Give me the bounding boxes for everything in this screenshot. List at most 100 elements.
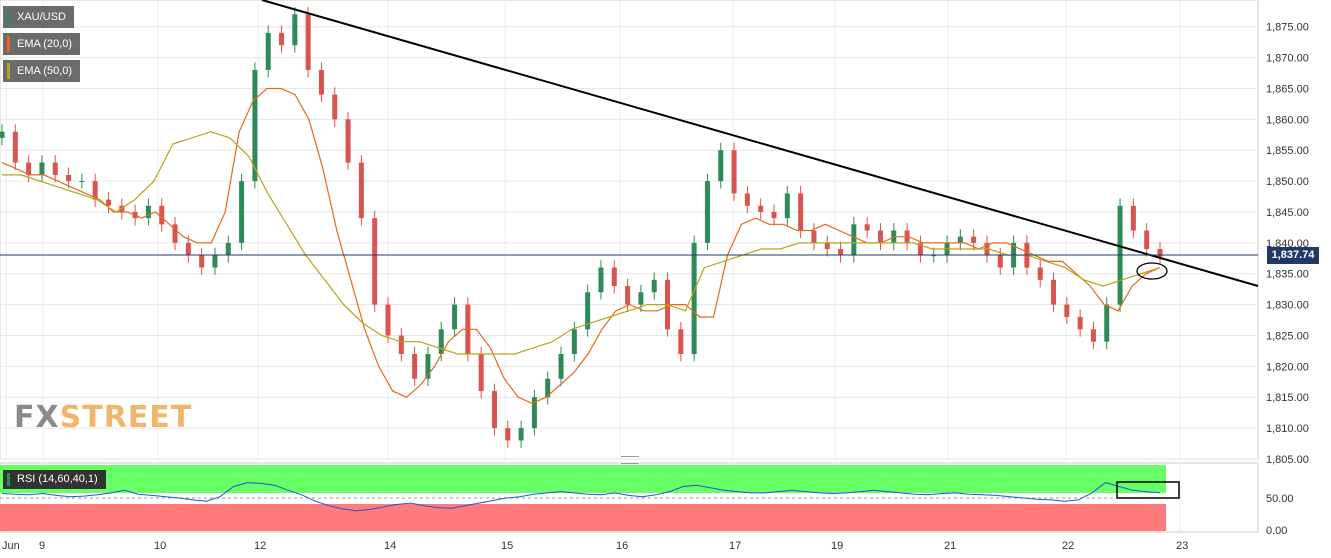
rsi-legend[interactable]: RSI (14,60,40,1) <box>3 470 106 489</box>
watermark-fx: FX <box>14 400 60 435</box>
candle-body <box>318 69 324 95</box>
ema-50-line <box>2 131 1161 355</box>
x-tick-label: 10 <box>154 540 166 552</box>
candle-body <box>625 286 631 305</box>
trendline <box>261 0 1259 287</box>
legend-ema20[interactable]: EMA (20,0) <box>3 33 81 55</box>
candle-body <box>957 236 963 243</box>
candle-body <box>252 69 258 182</box>
legend-ema20-label: EMA (20,0) <box>17 38 73 50</box>
rsi-legend-label: RSI (14,60,40,1) <box>17 473 98 485</box>
candle-body <box>997 255 1003 268</box>
candle-body <box>784 193 790 219</box>
rsi-swatch <box>7 473 10 486</box>
x-tick-label: 21 <box>944 540 956 552</box>
watermark-street: STREET <box>59 400 193 435</box>
candle-body <box>26 162 32 175</box>
candle-body <box>119 205 125 212</box>
y-tick-label: 1,810.00 <box>1266 423 1309 435</box>
legend-ema50-label: EMA (50,0) <box>17 65 73 77</box>
candle-body <box>145 205 151 219</box>
x-tick-label: 17 <box>729 540 741 552</box>
candle-body <box>385 304 391 336</box>
current-price-tag: 1,837.74 <box>1267 247 1319 264</box>
candle-body <box>372 218 378 305</box>
ema20-swatch <box>7 36 10 52</box>
candle-body <box>491 391 497 429</box>
candle-body <box>877 230 883 243</box>
candle-body <box>824 242 830 250</box>
candle-body <box>545 378 551 398</box>
candle-body <box>265 32 271 70</box>
candle-body <box>66 174 72 182</box>
candle-body <box>718 150 724 182</box>
y-tick-label: 1,830.00 <box>1266 300 1309 312</box>
x-tick-label: 19 <box>831 540 843 552</box>
y-tick-label: 1,865.00 <box>1266 83 1309 95</box>
candle-body <box>731 150 737 194</box>
legend-ema50[interactable]: EMA (50,0) <box>3 60 81 82</box>
candle-body <box>771 211 777 219</box>
candle-body <box>518 428 524 441</box>
candle-body <box>345 119 351 163</box>
candle-body <box>1144 230 1150 250</box>
candle-body <box>798 193 804 231</box>
rsi-tick-label: 50.00 <box>1266 493 1294 505</box>
candle-body <box>1051 279 1057 305</box>
candle-body <box>1090 329 1096 342</box>
candle-body <box>864 224 870 231</box>
candle-body <box>744 193 750 206</box>
candle-body <box>678 329 684 355</box>
candle-body <box>931 255 937 257</box>
candle-body <box>0 131 5 138</box>
rsi-line <box>1 482 1161 512</box>
candle-body <box>531 397 537 429</box>
symbol-swatch <box>7 9 10 25</box>
candle-body <box>239 181 245 243</box>
y-tick-label: 1,815.00 <box>1266 392 1309 404</box>
plot-border <box>0 0 1259 460</box>
candle-body <box>1037 267 1043 280</box>
candle-body <box>79 181 85 183</box>
rsi-highlight-box <box>1116 481 1180 499</box>
x-tick-label: 16 <box>616 540 628 552</box>
candle-body <box>225 242 231 256</box>
candle-body <box>758 205 764 212</box>
highlight-ellipse <box>1136 262 1168 280</box>
candle-body <box>811 230 817 243</box>
candle-body <box>838 249 844 256</box>
y-tick-label: 1,845.00 <box>1266 207 1309 219</box>
pane-splitter-handle[interactable] <box>621 456 639 464</box>
candle-body <box>332 94 338 120</box>
candle-body <box>39 162 45 175</box>
candle-body <box>292 14 298 46</box>
candle-body <box>279 32 285 46</box>
candle-body <box>185 242 191 256</box>
candle-body <box>917 242 923 256</box>
ema50-swatch <box>7 63 10 79</box>
legend-symbol[interactable]: XAU/USD <box>3 6 74 28</box>
candle-body <box>412 354 418 379</box>
legend-symbol-label: XAU/USD <box>17 11 66 23</box>
y-tick-label: 1,875.00 <box>1266 22 1309 34</box>
candle-body <box>558 354 564 379</box>
candle-body <box>478 354 484 392</box>
fxstreet-watermark: FXSTREET <box>14 400 192 435</box>
candle-body <box>199 255 205 268</box>
x-tick-label: 23 <box>1176 540 1188 552</box>
candle-body <box>571 329 577 355</box>
x-tick-label: 14 <box>384 540 396 552</box>
y-tick-label: 1,825.00 <box>1266 330 1309 342</box>
candle-body <box>438 329 444 355</box>
y-tick-label: 1,870.00 <box>1266 53 1309 65</box>
candle-body <box>1077 316 1083 330</box>
candle-body <box>851 224 857 256</box>
candle-body <box>159 205 165 225</box>
x-tick-label: 12 <box>254 540 266 552</box>
candle-body <box>92 181 98 200</box>
y-tick-label: 1,820.00 <box>1266 361 1309 373</box>
y-tick-label: 1,840.00 <box>1266 238 1309 250</box>
candle-body <box>212 255 218 268</box>
candle-body <box>505 428 511 441</box>
y-tick-label: 1,805.00 <box>1266 454 1309 466</box>
